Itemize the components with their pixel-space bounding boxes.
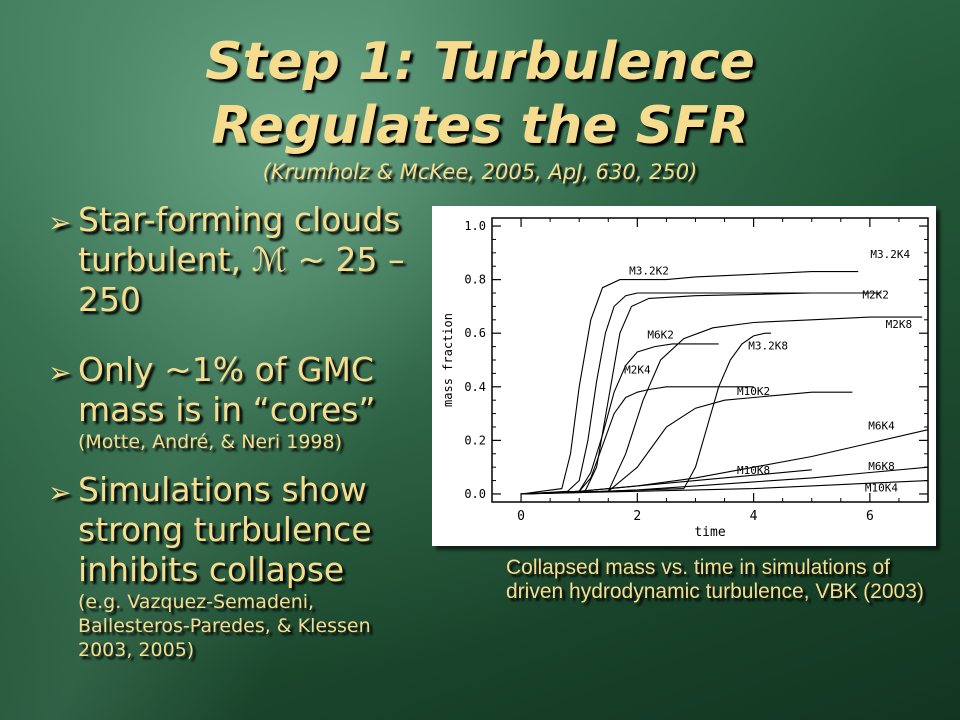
bullet-arrow-icon: ➢: [48, 206, 72, 239]
series-annotation: M10K4: [865, 481, 898, 494]
series-line-m10k4: [521, 480, 929, 495]
bullet-simulations: ➢ Simulations show strong turbulence inh…: [48, 470, 420, 662]
series-line-m10k2: [521, 391, 853, 495]
x-tick-label: 6: [866, 509, 874, 524]
slide-title-line1: Step 1: Turbulence: [205, 32, 755, 92]
x-axis-label: time: [694, 525, 725, 540]
y-tick-label: 0.6: [464, 326, 486, 340]
y-axis-label: mass fraction: [441, 313, 455, 407]
chart-caption: Collapsed mass vs. time in simulations o…: [506, 556, 924, 603]
bullet-arrow-icon: ➢: [48, 356, 72, 389]
series-annotation: M2K8: [886, 318, 913, 331]
series-line-m10k8: [521, 469, 812, 495]
y-tick-label: 0.0: [464, 487, 486, 501]
bullet-text: Star-forming clouds turbulent, ℳ ~ 25 – …: [78, 200, 405, 319]
bullet-gmc-cores: ➢ Only ~1% of GMC mass is in “cores” (Mo…: [48, 350, 420, 454]
series-annotation: M2K2: [862, 288, 889, 301]
x-tick-label: 4: [750, 509, 758, 524]
series-line-m2k8: [521, 316, 923, 495]
series-annotation: M3.2K2: [629, 264, 669, 277]
bullet-text: Only ~1% of GMC mass is in “cores”: [78, 350, 376, 429]
series-annotation: M2K4: [624, 363, 651, 376]
series-annotation: M6K8: [868, 460, 895, 473]
series-line-m3-2k4: [521, 271, 859, 495]
series-line-m2k4: [521, 386, 754, 495]
series-annotation: M10K8: [737, 464, 770, 477]
x-tick-label: 2: [633, 509, 641, 524]
y-tick-label: 0.2: [464, 433, 486, 447]
chart-panel: 0.0 0.2 0.4 0.6 0.8 1.0 0 2 4 6 time mass fraction M…: [432, 206, 936, 546]
y-tick-label: 0.8: [464, 273, 486, 287]
series-annotation: M10K2: [737, 385, 770, 398]
bullet-text: Simulations show strong turbulence inhib…: [78, 470, 372, 589]
series-annotation: M6K2: [647, 329, 674, 342]
x-tick-label: 0: [517, 509, 525, 524]
series-line-m6k2: [521, 343, 719, 495]
series-annotation: M6K4: [868, 420, 895, 433]
bullet-subtext: (e.g. Vazquez-Semadeni, Ballesteros-Pare…: [78, 591, 371, 661]
bullet-subtext: (Motte, André, & Neri 1998): [78, 431, 343, 453]
series-annotation: M3.2K8: [748, 339, 788, 352]
bullet-turbulent-clouds: ➢ Star-forming clouds turbulent, ℳ ~ 25 …: [48, 200, 420, 320]
mass-fraction-chart: 0.0 0.2 0.4 0.6 0.8 1.0 0 2 4 6 time mass fraction M…: [441, 217, 929, 540]
bullet-arrow-icon: ➢: [48, 476, 72, 509]
y-tick-label: 0.4: [464, 380, 486, 394]
series-line-m3-2k2: [521, 292, 870, 495]
y-tick-label: 1.0: [464, 219, 486, 233]
title-citation: (Krumholz & McKee, 2005, ApJ, 630, 250): [262, 160, 698, 184]
series-line-m3-2k8: [521, 332, 771, 495]
plot-frame: [491, 217, 929, 503]
slide-title-line2: Regulates the SFR: [211, 96, 749, 156]
series-annotation: M3.2K4: [870, 248, 910, 261]
series-line-m2k2: [521, 292, 882, 495]
